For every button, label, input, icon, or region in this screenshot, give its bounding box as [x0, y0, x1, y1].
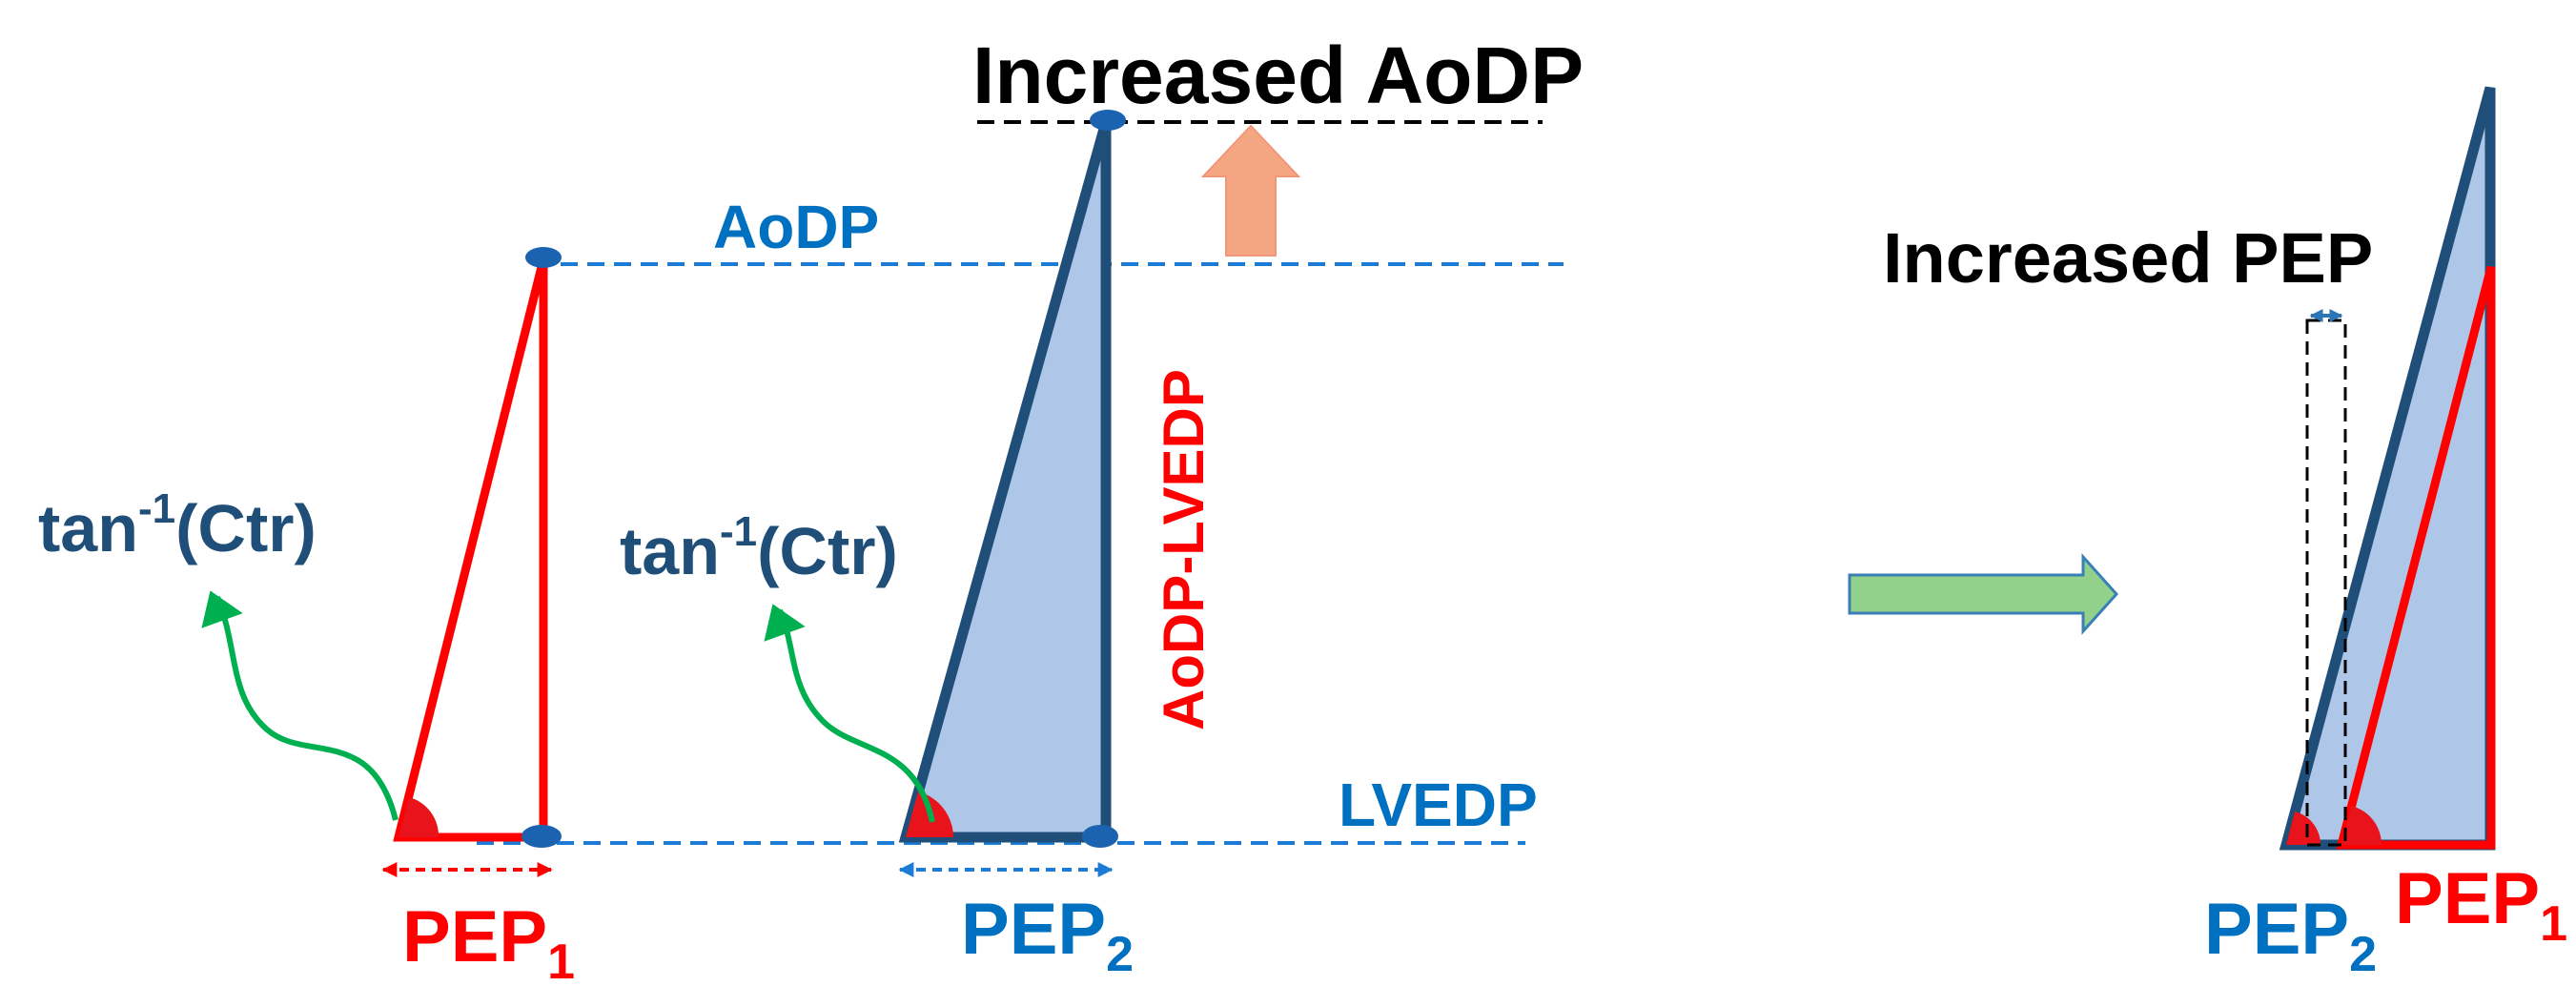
up-arrow-icon: [1200, 124, 1301, 257]
tan-middle-base: tan: [620, 514, 720, 588]
composite-pep2-subscript: 2: [2349, 927, 2377, 982]
tan-left-exp: -1: [138, 485, 175, 532]
composite-wedge-blue: [2286, 812, 2321, 845]
pep2-text: PEP: [961, 889, 1106, 970]
tan-middle-arg: (Ctr): [757, 514, 898, 588]
pep-increase-box: [2305, 319, 2347, 847]
lvedp-point-left: [521, 825, 562, 848]
pep2-subscript: 2: [1106, 927, 1134, 982]
aodp-lvedp-label: AoDP-LVEDP: [1152, 369, 1216, 730]
aodp-label: AoDP: [713, 193, 879, 261]
title-increased-aodp: Increased AoDP: [972, 31, 1584, 120]
tan-middle-exp: -1: [720, 508, 757, 555]
curved-arrow-head-middle: [764, 604, 806, 642]
title-increased-pep: Increased PEP: [1883, 218, 2373, 298]
pep1-text: PEP: [402, 896, 547, 977]
pep1-label: PEP1: [402, 896, 575, 990]
tan-left-base: tan: [38, 491, 138, 565]
composite-wedge-red: [2341, 806, 2382, 845]
composite-pep2-label: PEP2: [2204, 889, 2377, 982]
blue-triangle: [898, 120, 1112, 843]
tan-label-left: tan-1(Ctr): [38, 485, 317, 565]
lvedp-point-middle: [1082, 825, 1118, 848]
composite-pep1-subscript: 1: [2540, 896, 2567, 952]
aodp-point-middle: [1090, 110, 1126, 131]
curved-arrow-middle: [777, 608, 935, 823]
aodp-point-left: [525, 247, 562, 268]
curved-arrow-head-left: [201, 590, 243, 628]
lvedp-label: LVEDP: [1339, 771, 1538, 839]
composite-pep1-label: PEP1: [2395, 858, 2567, 952]
pep2-label: PEP2: [961, 889, 1134, 982]
red-triangle: [393, 257, 548, 842]
tan-left-arg: (Ctr): [175, 491, 317, 565]
composite-red-triangle: [2336, 265, 2496, 850]
composite-pep2-text: PEP: [2204, 889, 2349, 970]
composite-blue-triangle: [2279, 86, 2496, 851]
angle-wedge-left: [399, 797, 440, 837]
tan-label-middle: tan-1(Ctr): [620, 508, 898, 588]
curved-arrow-icon: [215, 595, 399, 821]
composite-pep1-text: PEP: [2395, 858, 2540, 939]
pep1-subscript: 1: [547, 935, 575, 990]
right-arrow-icon: [1848, 553, 2119, 635]
